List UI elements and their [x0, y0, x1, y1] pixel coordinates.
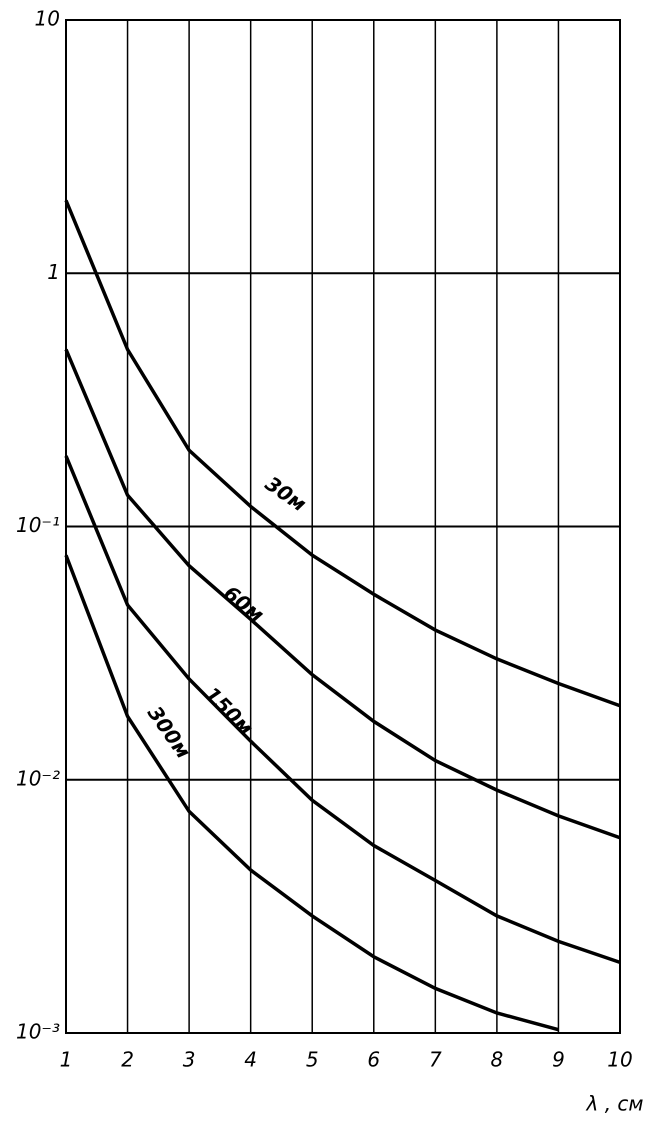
- y-tick-label: 10⁻²: [16, 766, 60, 790]
- series-line: [64, 199, 621, 708]
- series-label: 30м: [261, 471, 311, 516]
- x-tick-label: 4: [244, 1048, 257, 1072]
- x-tick-label: 6: [367, 1048, 380, 1072]
- x-tick-label: 2: [121, 1048, 134, 1072]
- series-line: [64, 554, 559, 1032]
- x-tick-label: 7: [429, 1048, 442, 1072]
- x-tick-label: 9: [552, 1048, 565, 1072]
- x-tick-label: 10: [607, 1048, 632, 1072]
- series-label: 150м: [200, 682, 258, 740]
- series-line: [64, 348, 621, 840]
- x-tick-label: 5: [306, 1048, 319, 1072]
- series-label: 60м: [219, 581, 269, 627]
- series-line: [64, 455, 621, 965]
- x-tick-label: 3: [183, 1048, 196, 1072]
- x-axis-label: λ , см: [586, 1092, 644, 1116]
- x-tick-label: 1: [60, 1048, 73, 1072]
- y-tick-label: 1: [47, 260, 60, 284]
- y-tick-label: 10: [35, 7, 60, 31]
- y-tick-label: 10⁻³: [16, 1020, 60, 1044]
- x-tick-label: 8: [491, 1048, 504, 1072]
- y-tick-label: 10⁻¹: [16, 513, 60, 537]
